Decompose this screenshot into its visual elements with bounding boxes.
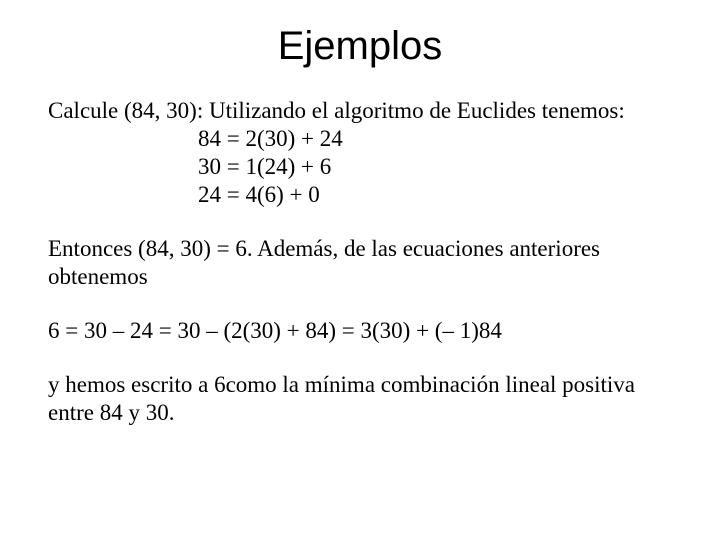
conclusion-line-a: Entonces (84, 30) = 6. Además, de las ec… xyxy=(48,235,672,263)
spacer xyxy=(48,291,672,317)
final-line-a: y hemos escrito a 6como la mínima combin… xyxy=(48,371,672,399)
slide-body: Calcule (84, 30): Utilizando el algoritm… xyxy=(48,97,672,427)
slide: Ejemplos Calcule (84, 30): Utilizando el… xyxy=(0,0,720,540)
euclid-step-3: 24 = 4(6) + 0 xyxy=(48,181,672,209)
slide-title: Ejemplos xyxy=(48,24,672,69)
final-line-b: entre 84 y 30. xyxy=(48,399,672,427)
spacer xyxy=(48,345,672,371)
euclid-step-2: 30 = 1(24) + 6 xyxy=(48,153,672,181)
equation-line: 6 = 30 – 24 = 30 – (2(30) + 84) = 3(30) … xyxy=(48,317,672,345)
conclusion-line-b: obtenemos xyxy=(48,263,672,291)
spacer xyxy=(48,209,672,235)
intro-line: Calcule (84, 30): Utilizando el algoritm… xyxy=(48,97,672,125)
euclid-step-1: 84 = 2(30) + 24 xyxy=(48,125,672,153)
